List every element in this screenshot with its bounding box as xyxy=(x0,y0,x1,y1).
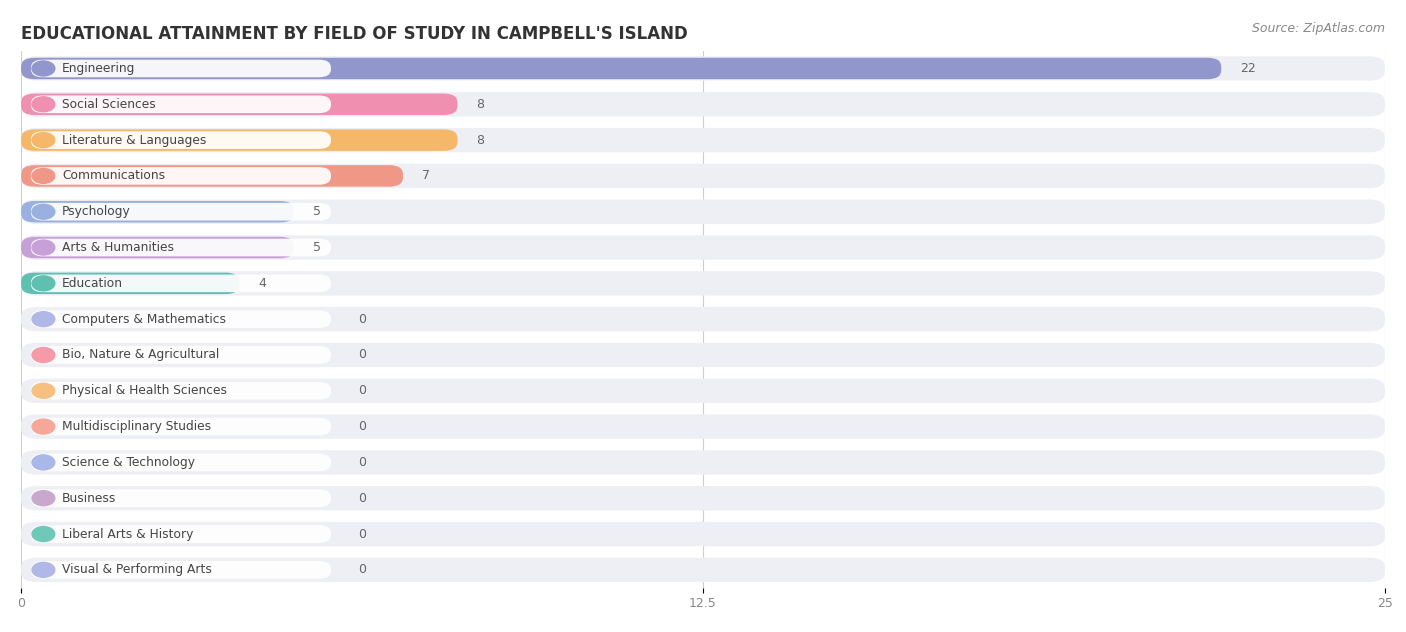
FancyBboxPatch shape xyxy=(21,130,457,151)
FancyBboxPatch shape xyxy=(31,561,330,579)
FancyBboxPatch shape xyxy=(21,201,294,222)
Circle shape xyxy=(32,562,55,578)
Text: Source: ZipAtlas.com: Source: ZipAtlas.com xyxy=(1251,22,1385,35)
Text: 0: 0 xyxy=(359,528,366,540)
Circle shape xyxy=(32,133,55,148)
Text: Literature & Languages: Literature & Languages xyxy=(62,133,207,147)
Circle shape xyxy=(32,240,55,255)
FancyBboxPatch shape xyxy=(21,486,1385,511)
Text: 8: 8 xyxy=(477,98,485,111)
Circle shape xyxy=(32,168,55,183)
Text: Business: Business xyxy=(62,492,117,505)
FancyBboxPatch shape xyxy=(31,489,330,507)
FancyBboxPatch shape xyxy=(21,272,239,294)
Text: 8: 8 xyxy=(477,133,485,147)
FancyBboxPatch shape xyxy=(21,235,1385,260)
FancyBboxPatch shape xyxy=(31,382,330,399)
FancyBboxPatch shape xyxy=(21,557,1385,582)
Circle shape xyxy=(32,348,55,363)
Circle shape xyxy=(32,97,55,112)
Text: Liberal Arts & History: Liberal Arts & History xyxy=(62,528,193,540)
FancyBboxPatch shape xyxy=(21,522,1385,546)
FancyBboxPatch shape xyxy=(21,237,294,258)
Circle shape xyxy=(32,490,55,506)
Text: EDUCATIONAL ATTAINMENT BY FIELD OF STUDY IN CAMPBELL'S ISLAND: EDUCATIONAL ATTAINMENT BY FIELD OF STUDY… xyxy=(21,25,688,44)
FancyBboxPatch shape xyxy=(21,94,457,115)
FancyBboxPatch shape xyxy=(31,59,330,77)
Circle shape xyxy=(32,276,55,291)
FancyBboxPatch shape xyxy=(31,454,330,471)
FancyBboxPatch shape xyxy=(21,56,1385,81)
Text: Psychology: Psychology xyxy=(62,205,131,218)
Text: 4: 4 xyxy=(259,277,266,290)
Text: 0: 0 xyxy=(359,384,366,398)
FancyBboxPatch shape xyxy=(21,200,1385,224)
Text: 0: 0 xyxy=(359,563,366,576)
FancyBboxPatch shape xyxy=(21,343,1385,367)
FancyBboxPatch shape xyxy=(31,131,330,149)
FancyBboxPatch shape xyxy=(31,418,330,435)
Text: 0: 0 xyxy=(359,456,366,469)
Circle shape xyxy=(32,419,55,434)
FancyBboxPatch shape xyxy=(21,128,1385,152)
Circle shape xyxy=(32,383,55,398)
Text: Bio, Nature & Agricultural: Bio, Nature & Agricultural xyxy=(62,348,219,362)
Text: Computers & Mathematics: Computers & Mathematics xyxy=(62,313,226,325)
Text: Education: Education xyxy=(62,277,122,290)
FancyBboxPatch shape xyxy=(31,95,330,113)
FancyBboxPatch shape xyxy=(21,164,1385,188)
FancyBboxPatch shape xyxy=(31,274,330,292)
FancyBboxPatch shape xyxy=(21,58,1222,79)
FancyBboxPatch shape xyxy=(21,379,1385,403)
Text: Social Sciences: Social Sciences xyxy=(62,98,156,111)
FancyBboxPatch shape xyxy=(31,525,330,543)
Circle shape xyxy=(32,455,55,470)
Text: 0: 0 xyxy=(359,492,366,505)
Circle shape xyxy=(32,61,55,76)
Text: 7: 7 xyxy=(422,169,430,183)
FancyBboxPatch shape xyxy=(31,167,330,185)
FancyBboxPatch shape xyxy=(31,239,330,257)
Text: Science & Technology: Science & Technology xyxy=(62,456,195,469)
FancyBboxPatch shape xyxy=(21,415,1385,439)
Text: Visual & Performing Arts: Visual & Performing Arts xyxy=(62,563,212,576)
FancyBboxPatch shape xyxy=(21,307,1385,331)
FancyBboxPatch shape xyxy=(31,203,330,221)
Text: Multidisciplinary Studies: Multidisciplinary Studies xyxy=(62,420,211,433)
Text: 5: 5 xyxy=(314,241,321,254)
Circle shape xyxy=(32,204,55,219)
FancyBboxPatch shape xyxy=(21,450,1385,475)
Text: 0: 0 xyxy=(359,420,366,433)
Text: Communications: Communications xyxy=(62,169,165,183)
Text: Arts & Humanities: Arts & Humanities xyxy=(62,241,174,254)
FancyBboxPatch shape xyxy=(21,92,1385,116)
Circle shape xyxy=(32,526,55,542)
Text: 0: 0 xyxy=(359,313,366,325)
FancyBboxPatch shape xyxy=(21,271,1385,296)
Circle shape xyxy=(32,312,55,327)
FancyBboxPatch shape xyxy=(31,346,330,364)
Text: 5: 5 xyxy=(314,205,321,218)
FancyBboxPatch shape xyxy=(21,165,404,186)
FancyBboxPatch shape xyxy=(31,310,330,328)
Text: 22: 22 xyxy=(1240,62,1256,75)
Text: Engineering: Engineering xyxy=(62,62,135,75)
Text: 0: 0 xyxy=(359,348,366,362)
Text: Physical & Health Sciences: Physical & Health Sciences xyxy=(62,384,226,398)
